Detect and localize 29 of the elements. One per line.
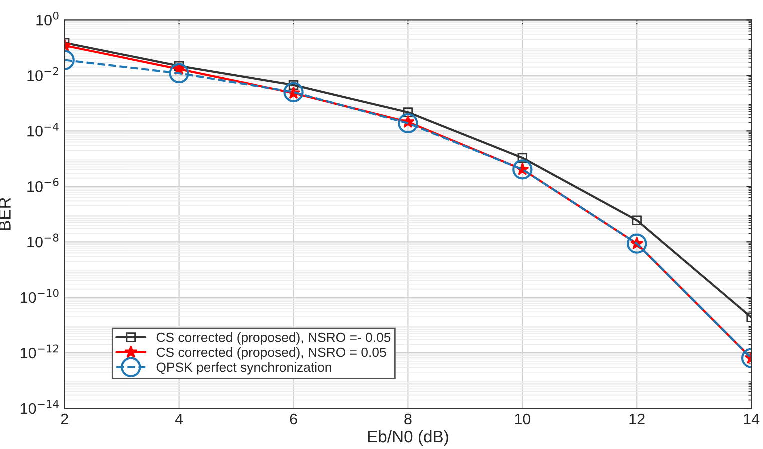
point: [169, 63, 190, 84]
y-tick-label: 10$^{−10}$: [20, 289, 59, 304]
point: [512, 160, 533, 180]
y-tick-label: 10$^{−8}$: [28, 234, 59, 248]
x-tick-label: 14: [744, 414, 760, 425]
point: [518, 153, 528, 163]
y-tick-label: 10$^{−2}$: [28, 67, 58, 82]
point: [174, 61, 184, 72]
y-tick-label: 10$^{0}$: [36, 12, 59, 26]
x-tick-label: 4: [175, 414, 184, 425]
y-tick-label: 10$^{−6}$: [28, 178, 59, 192]
point: [398, 113, 418, 134]
point: [288, 80, 299, 90]
y-tick-label: 10$^{−4}$: [28, 122, 59, 137]
x-tick-label: 2: [61, 414, 68, 425]
x-tick-label: 8: [404, 414, 412, 425]
y-tick-label: 10$^{−12}$: [20, 344, 58, 359]
legend-label: QPSK perfect synchronization: [156, 362, 332, 375]
x-axis-title: Eb/N0 (dB): [368, 430, 448, 446]
legend-label: CS corrected (proposed), NSRO =- 0.05: [156, 332, 391, 345]
point: [627, 234, 648, 254]
point: [284, 82, 304, 102]
x-tick-label: 6: [290, 414, 298, 425]
y-tick-label: 10$^{−14}$: [20, 400, 59, 414]
x-tick-label: 10: [515, 414, 531, 425]
point: [632, 216, 642, 226]
x-tick-label: 12: [630, 414, 645, 425]
legend-label: CS corrected (proposed), NSRO = 0.05: [156, 347, 386, 360]
point: [403, 108, 414, 118]
